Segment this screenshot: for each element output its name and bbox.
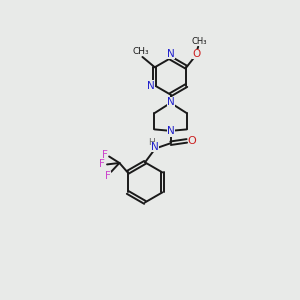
Text: N: N	[152, 142, 159, 152]
Text: CH₃: CH₃	[133, 46, 149, 56]
Text: F: F	[99, 159, 105, 170]
Text: N: N	[167, 97, 175, 107]
Text: N: N	[147, 80, 155, 91]
Text: H: H	[148, 137, 155, 146]
Text: F: F	[102, 150, 108, 160]
Text: O: O	[188, 136, 197, 146]
Text: F: F	[105, 171, 111, 181]
Text: N: N	[167, 49, 175, 59]
Text: N: N	[167, 126, 175, 136]
Text: CH₃: CH₃	[191, 37, 207, 46]
Text: O: O	[193, 49, 201, 59]
